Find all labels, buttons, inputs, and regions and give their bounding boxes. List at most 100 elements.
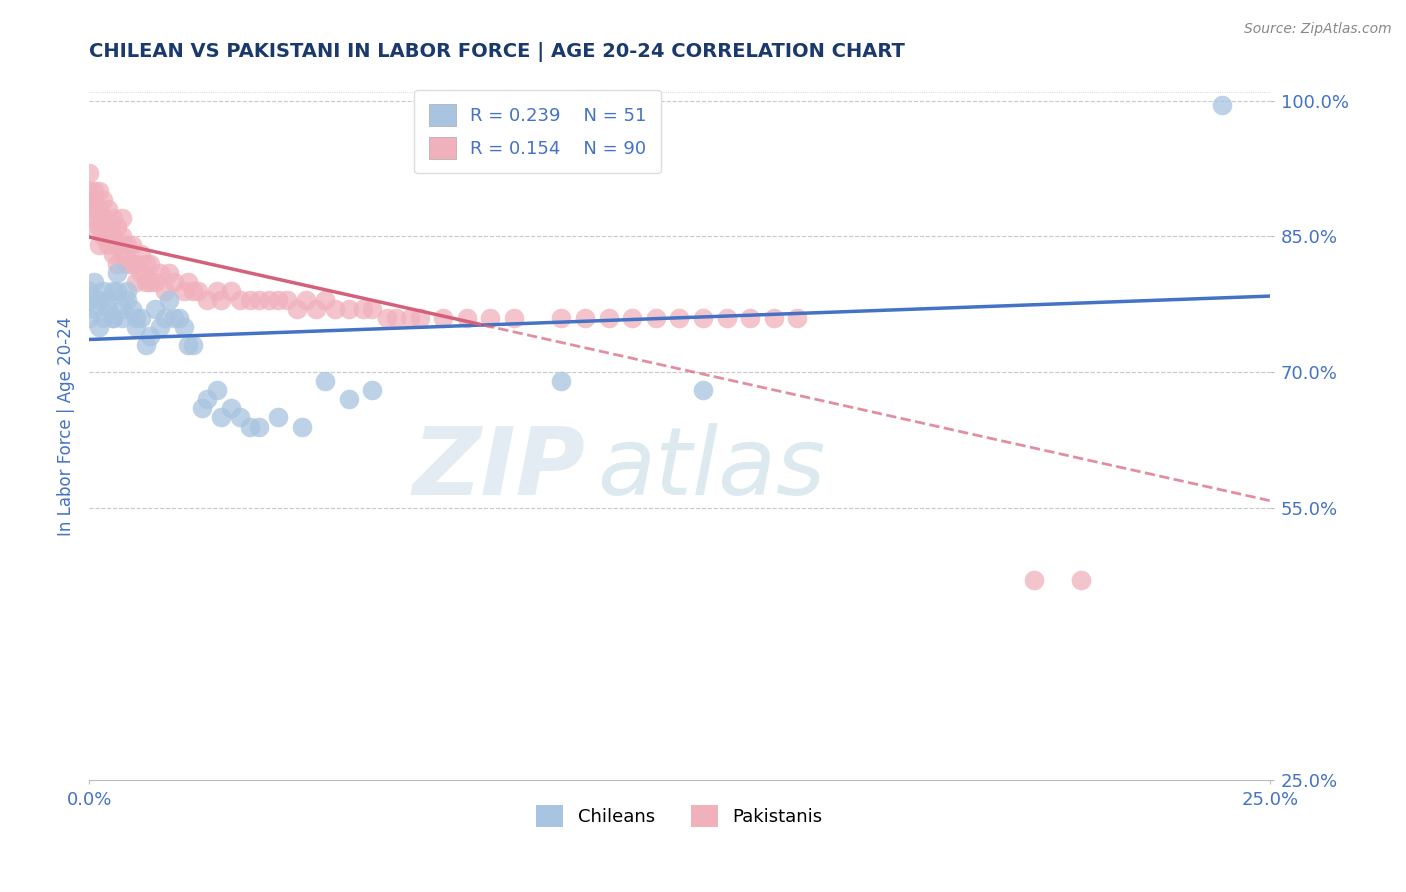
Point <box>205 284 228 298</box>
Point <box>77 284 100 298</box>
Point <box>87 320 110 334</box>
Point <box>399 310 422 325</box>
Point <box>101 310 124 325</box>
Point <box>1211 98 1233 112</box>
Point <box>621 310 644 325</box>
Point <box>337 301 360 316</box>
Point <box>267 410 290 425</box>
Point <box>456 310 478 325</box>
Point <box>83 184 105 198</box>
Point <box>97 220 120 235</box>
Point <box>209 293 232 307</box>
Point <box>786 310 808 325</box>
Point <box>692 384 714 398</box>
Point <box>135 256 157 270</box>
Point <box>247 293 270 307</box>
Point <box>139 256 162 270</box>
Point <box>191 401 214 416</box>
Point <box>129 247 152 261</box>
Point <box>503 310 526 325</box>
Point <box>239 293 262 307</box>
Point <box>87 184 110 198</box>
Point <box>121 301 143 316</box>
Point <box>177 338 200 352</box>
Text: atlas: atlas <box>596 424 825 515</box>
Point <box>385 310 408 325</box>
Point <box>314 374 336 388</box>
Point <box>111 229 134 244</box>
Point <box>209 410 232 425</box>
Point <box>143 301 166 316</box>
Point <box>181 284 204 298</box>
Point <box>205 384 228 398</box>
Point <box>77 310 100 325</box>
Point <box>97 220 120 235</box>
Point <box>87 293 110 307</box>
Point <box>115 256 138 270</box>
Point <box>83 275 105 289</box>
Point <box>111 247 134 261</box>
Point <box>125 320 148 334</box>
Point <box>101 247 124 261</box>
Point <box>195 293 218 307</box>
Point <box>139 329 162 343</box>
Point <box>91 284 114 298</box>
Point <box>295 293 318 307</box>
Point <box>644 310 666 325</box>
Point <box>101 310 124 325</box>
Point <box>91 229 114 244</box>
Point <box>91 193 114 207</box>
Point <box>157 266 180 280</box>
Point <box>323 301 346 316</box>
Point <box>77 202 100 217</box>
Point <box>692 310 714 325</box>
Point <box>87 202 110 217</box>
Point <box>361 301 384 316</box>
Point <box>143 275 166 289</box>
Point <box>276 293 298 307</box>
Point <box>101 229 124 244</box>
Point <box>91 211 114 226</box>
Point <box>101 211 124 226</box>
Point <box>83 193 105 207</box>
Point <box>107 284 129 298</box>
Point <box>219 284 242 298</box>
Point <box>111 301 134 316</box>
Point <box>163 275 186 289</box>
Point <box>219 401 242 416</box>
Point <box>125 310 148 325</box>
Point <box>479 310 502 325</box>
Point <box>550 310 572 325</box>
Point <box>361 384 384 398</box>
Point <box>77 293 100 307</box>
Point <box>87 220 110 235</box>
Point <box>97 238 120 252</box>
Point <box>97 301 120 316</box>
Point <box>352 301 374 316</box>
Point <box>101 284 124 298</box>
Point <box>107 238 129 252</box>
Point <box>668 310 690 325</box>
Point <box>129 310 152 325</box>
Point <box>111 211 134 226</box>
Point <box>107 220 129 235</box>
Point <box>187 284 209 298</box>
Point <box>97 202 120 217</box>
Point <box>153 284 176 298</box>
Point <box>229 293 252 307</box>
Point <box>83 202 105 217</box>
Point <box>135 275 157 289</box>
Point <box>163 310 186 325</box>
Point <box>125 275 148 289</box>
Point <box>598 310 620 325</box>
Y-axis label: In Labor Force | Age 20-24: In Labor Force | Age 20-24 <box>58 317 75 536</box>
Text: Source: ZipAtlas.com: Source: ZipAtlas.com <box>1244 22 1392 37</box>
Point <box>181 338 204 352</box>
Point <box>173 320 195 334</box>
Text: ZIP: ZIP <box>412 423 585 515</box>
Point <box>83 220 105 235</box>
Point <box>305 301 328 316</box>
Point <box>125 256 148 270</box>
Point <box>257 293 280 307</box>
Point <box>1022 574 1045 588</box>
